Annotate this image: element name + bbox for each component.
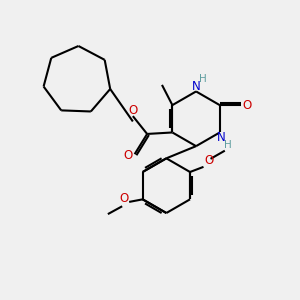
Text: O: O [129,104,138,117]
Text: H: H [224,140,232,150]
Text: O: O [124,149,133,162]
Text: N: N [217,131,226,144]
Text: O: O [204,154,214,167]
Text: N: N [192,80,200,93]
Text: H: H [199,74,206,84]
Text: O: O [242,99,252,112]
Text: O: O [119,192,128,205]
